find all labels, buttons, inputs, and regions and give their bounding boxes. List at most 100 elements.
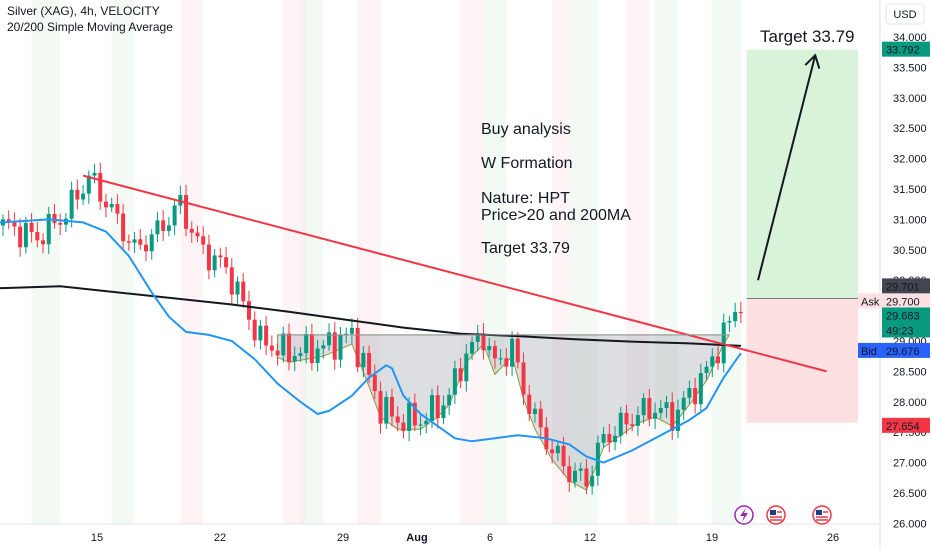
session-band <box>712 0 741 524</box>
candle-body <box>138 239 143 245</box>
target-arrow <box>757 54 817 281</box>
indicator-legend[interactable]: 20/200 Simple Moving Average <box>7 20 173 34</box>
candle-body <box>395 416 400 423</box>
candle-body <box>532 408 537 414</box>
candle-body <box>281 333 286 356</box>
time-tick-label: 12 <box>584 532 596 544</box>
session-band <box>569 0 598 524</box>
candle-body <box>384 396 389 424</box>
session-band <box>460 0 484 524</box>
candle-body <box>166 225 171 231</box>
annotation-line-5: Target 33.79 <box>481 240 570 257</box>
candle-body <box>618 412 623 436</box>
price-tick-label: 28.500 <box>893 366 927 378</box>
candle-body <box>653 412 658 419</box>
candle-body <box>29 222 34 233</box>
candle-body <box>58 222 63 225</box>
candle-body <box>595 442 600 476</box>
candle-body <box>430 395 434 421</box>
stop-price-tag: 27.654 <box>886 421 920 433</box>
candles <box>1 162 743 495</box>
price-tick-label: 31.500 <box>893 184 927 196</box>
us-flag-icon[interactable] <box>812 505 832 525</box>
currency-badge[interactable]: USD <box>885 3 925 25</box>
candle-body <box>435 395 440 419</box>
session-band <box>111 0 135 524</box>
candle-body <box>292 356 297 362</box>
us-flag-icon-stripes <box>770 511 782 521</box>
price-tick-label: 33.500 <box>893 62 927 74</box>
candle-body <box>538 408 543 428</box>
target-price-tag-box <box>882 41 930 57</box>
candle-body <box>126 241 131 243</box>
price-tick-label: 34.000 <box>893 32 927 44</box>
time-tick-label: 26 <box>827 532 839 544</box>
price-tick-label: 33.000 <box>893 93 927 105</box>
candle-body <box>275 350 280 356</box>
session-band <box>31 0 61 524</box>
candle-body <box>172 205 177 226</box>
candle-body <box>447 394 452 406</box>
candle-body <box>458 368 463 382</box>
time-tick-label: 22 <box>214 532 226 544</box>
symbol-title[interactable]: Silver (XAG), 4h, VELOCITY <box>7 4 160 18</box>
candle-body <box>252 319 257 341</box>
position-zones <box>746 49 882 423</box>
candle-body <box>18 226 23 248</box>
stop-price-tag-box <box>882 417 930 433</box>
candle-body <box>418 424 423 426</box>
candle-body <box>98 172 103 202</box>
sma20-line <box>0 218 742 464</box>
candle-body <box>441 405 446 419</box>
candle-body <box>613 435 618 443</box>
candle-body <box>144 244 148 252</box>
candle-body <box>601 433 606 443</box>
us-flag-icon[interactable] <box>766 505 786 525</box>
event-icons <box>734 505 832 525</box>
time-tick-label: 19 <box>706 532 718 544</box>
candle-body <box>510 338 515 367</box>
candle-body <box>664 402 669 409</box>
price-tick-label: 32.500 <box>893 123 927 135</box>
candle-body <box>407 402 412 431</box>
candle-body <box>424 420 429 425</box>
candle-body <box>658 408 663 413</box>
candle-body <box>561 445 566 467</box>
candle-body <box>246 301 251 320</box>
candle-body <box>716 356 720 364</box>
lightning-icon[interactable] <box>734 505 754 525</box>
us-flag-icon-canton <box>770 510 776 515</box>
candle-body <box>298 353 303 357</box>
candle-body <box>475 333 480 342</box>
candle-body <box>675 409 680 431</box>
candle-body <box>412 402 417 426</box>
candle-body <box>687 388 692 398</box>
candle-body <box>46 213 51 245</box>
session-band <box>357 0 381 524</box>
candle-body <box>361 352 366 368</box>
bid-price-tag-box <box>882 342 930 358</box>
annotation-line-4: Price>20 and 200MA <box>481 207 631 224</box>
candle-body <box>52 213 57 223</box>
target-price-tag: 33.792 <box>886 45 920 57</box>
candle-body <box>721 322 726 364</box>
candle-body <box>492 346 497 359</box>
time-tick-label: Aug <box>406 532 427 544</box>
time-tick-label: 29 <box>337 532 349 544</box>
candle-body <box>309 334 314 364</box>
candle-body <box>344 333 349 336</box>
candle-body <box>103 201 108 208</box>
trend-line <box>82 174 827 373</box>
candle-body <box>86 175 91 194</box>
candle-body <box>206 244 211 271</box>
candle-body <box>573 470 577 483</box>
time-tick-label: 15 <box>91 532 103 544</box>
currency-label: USD <box>893 9 916 21</box>
ask-price-tag-box <box>882 293 930 309</box>
bid-price-tag-caption: Bid <box>861 346 877 358</box>
candle-body <box>315 348 320 364</box>
candle-body <box>527 394 532 414</box>
candle-body <box>229 267 234 295</box>
